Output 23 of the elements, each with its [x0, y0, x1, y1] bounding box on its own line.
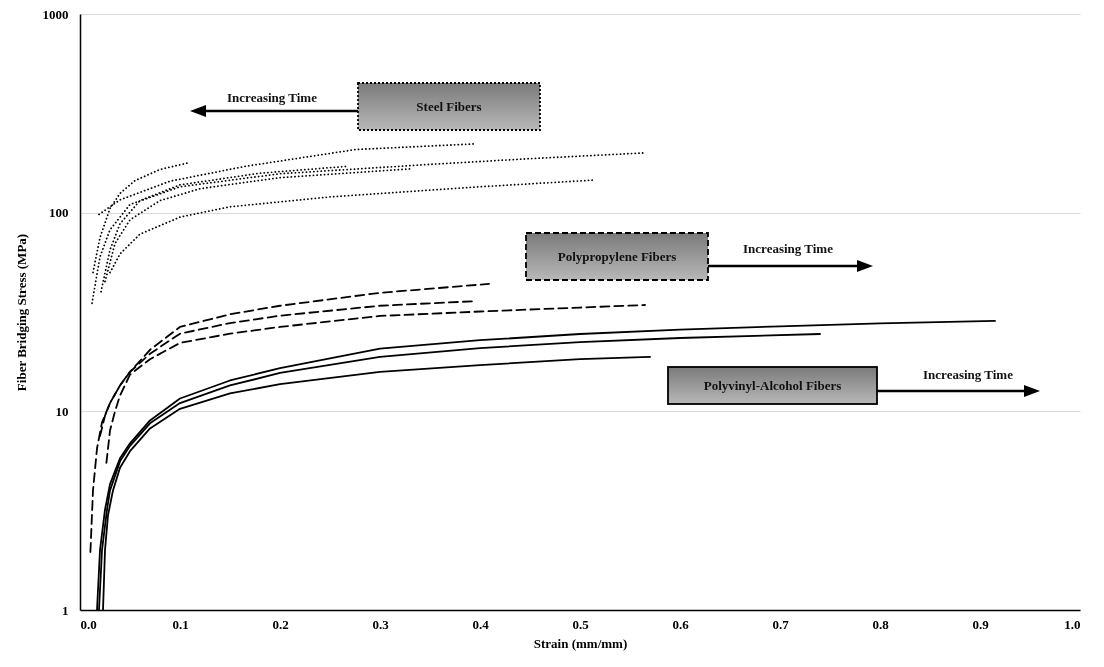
- annotation: Increasing Time: [923, 366, 1014, 382]
- x-axis-title: Strain (mm/mm): [533, 635, 628, 651]
- x-tick-label: 0.5: [572, 616, 590, 632]
- y-tick-label: 10: [55, 403, 69, 419]
- y-tick-label: 1: [62, 602, 69, 618]
- y-tick-label: 1000: [42, 6, 69, 22]
- x-tick-label: 0.7: [772, 616, 790, 632]
- annotation: Polyvinyl-Alcohol Fibers: [703, 378, 842, 393]
- y-tick-label: 100: [49, 205, 69, 221]
- x-tick-label: 0.1: [172, 616, 189, 632]
- annotation: Steel Fibers: [416, 99, 482, 114]
- x-tick-label: 1.0: [1064, 616, 1081, 632]
- x-tick-label: 0.0: [80, 616, 97, 632]
- annotation: Polypropylene Fibers: [557, 249, 677, 264]
- x-tick-label: 0.6: [672, 616, 690, 632]
- x-tick-label: 0.3: [372, 616, 390, 632]
- annotation: Increasing Time: [743, 240, 834, 256]
- annotation: Increasing Time: [227, 89, 318, 105]
- x-tick-label: 0.9: [972, 616, 990, 632]
- x-tick-label: 0.8: [872, 616, 890, 632]
- x-tick-label: 0.4: [472, 616, 490, 632]
- x-tick-label: 0.2: [272, 616, 289, 632]
- y-axis-title: Fiber Bridging Stress (MPa): [13, 233, 29, 392]
